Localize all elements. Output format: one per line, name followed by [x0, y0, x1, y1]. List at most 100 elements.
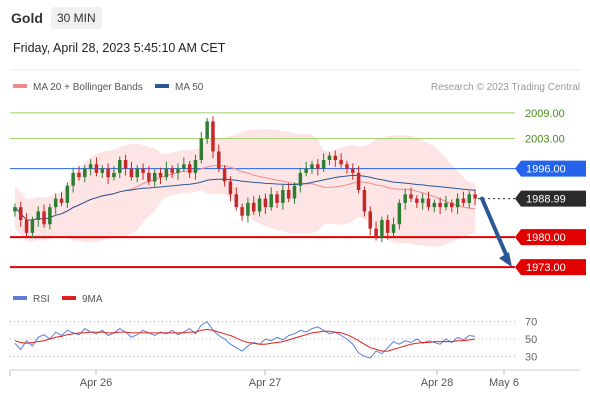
candle: [362, 186, 367, 217]
ma50-line: [14, 174, 476, 221]
candle: [199, 131, 204, 164]
level-label-2: 1996.00: [515, 160, 586, 177]
candle: [321, 153, 326, 172]
candle: [420, 193, 425, 210]
candle: [380, 216, 384, 243]
candle: [170, 165, 174, 178]
candle: [123, 154, 128, 176]
candle: [298, 167, 303, 193]
level-tag-3: [515, 190, 586, 207]
candle: [269, 187, 273, 211]
datetime-label: Friday, April 28, 2023 5:45:10 AM CET: [13, 41, 226, 55]
ma9-swatch: [62, 296, 76, 300]
level-tag-5: [515, 259, 586, 276]
candle: [217, 144, 221, 172]
candle: [368, 206, 372, 236]
rsi-tick-0: 70: [525, 317, 537, 329]
level-text-2: 1996.00: [526, 164, 566, 176]
candle: [345, 160, 349, 174]
candle: [118, 156, 122, 178]
level-text-1: 2003.00: [525, 134, 565, 146]
candle: [397, 199, 402, 230]
candle: [83, 165, 87, 183]
candle: [112, 166, 116, 181]
candle: [316, 159, 320, 176]
candle: [356, 166, 361, 194]
candle: [65, 182, 70, 208]
candle: [257, 195, 262, 217]
ma50-swatch: [155, 84, 169, 88]
candle: [59, 191, 64, 207]
rsi-tick-1: 50: [525, 334, 537, 346]
rsi-panel: 70 50 30: [10, 317, 537, 363]
candle: [455, 193, 460, 214]
moving-averages: [14, 165, 476, 221]
candle: [327, 152, 332, 166]
candle: [234, 187, 239, 211]
candle: [18, 202, 23, 227]
candle: [48, 203, 52, 230]
candle: [24, 213, 29, 237]
x-axis: Apr 26 Apr 27 Apr 28 May 6: [9, 370, 519, 389]
candle: [281, 184, 285, 210]
candle: [444, 196, 448, 211]
candle: [409, 187, 413, 202]
candle: [152, 169, 157, 187]
candle: [339, 153, 343, 168]
candle: [432, 199, 437, 213]
candle: [403, 189, 407, 210]
candle: [164, 161, 169, 181]
ma50-legend: MA 50: [175, 82, 204, 93]
candle: [42, 204, 46, 228]
projection-head: [499, 252, 512, 268]
candle: [182, 157, 186, 172]
level-text-5: 1973.00: [526, 262, 566, 274]
candle: [374, 221, 378, 241]
candle: [246, 197, 250, 223]
level-tag-2: [515, 160, 586, 177]
projection-arrow: [480, 196, 512, 268]
level-lines: [10, 112, 515, 269]
candle: [222, 165, 227, 187]
bollinger-band: [14, 129, 476, 247]
level-label-4: 1980.00: [515, 229, 586, 246]
ma20-swatch: [13, 84, 27, 88]
candle: [176, 163, 180, 180]
rsi-swatch: [13, 296, 27, 300]
candle: [351, 163, 355, 180]
candle: [310, 160, 314, 174]
candle: [88, 159, 93, 176]
candle: [438, 197, 442, 214]
timeframe-badge[interactable]: 30 MIN: [51, 7, 102, 29]
level-text-4: 1980.00: [526, 232, 566, 244]
candle: [251, 196, 256, 215]
x-tick-label-0: Apr 26: [80, 377, 112, 389]
credit-text: Research © 2023 Trading Central: [431, 82, 580, 93]
candle: [147, 166, 151, 185]
candle: [461, 191, 466, 207]
candles: [13, 116, 477, 243]
projection-shaft: [480, 196, 510, 262]
candle: [53, 193, 58, 214]
level-text-0: 2009.00: [525, 108, 565, 120]
candle: [286, 183, 291, 202]
rsi-legend: RSI: [33, 294, 50, 305]
candle: [13, 203, 17, 217]
candle: [263, 193, 268, 214]
level-label-3: 1988.99: [515, 190, 586, 207]
candle: [385, 214, 390, 240]
level-label-0: 2009.00: [525, 108, 565, 120]
chart-header: Gold 30 MIN: [0, 0, 590, 36]
candle: [228, 176, 233, 202]
candle: [292, 182, 297, 204]
rsi-series-1: [14, 328, 476, 352]
candle: [71, 167, 75, 193]
level-text-3: 1988.99: [526, 194, 566, 206]
rsi-series-0: [14, 321, 476, 359]
candle: [415, 195, 419, 208]
candle: [100, 165, 105, 178]
x-tick-label-1: Apr 27: [249, 377, 281, 389]
candle: [135, 165, 139, 183]
candle: [450, 199, 454, 213]
candle: [77, 166, 81, 181]
